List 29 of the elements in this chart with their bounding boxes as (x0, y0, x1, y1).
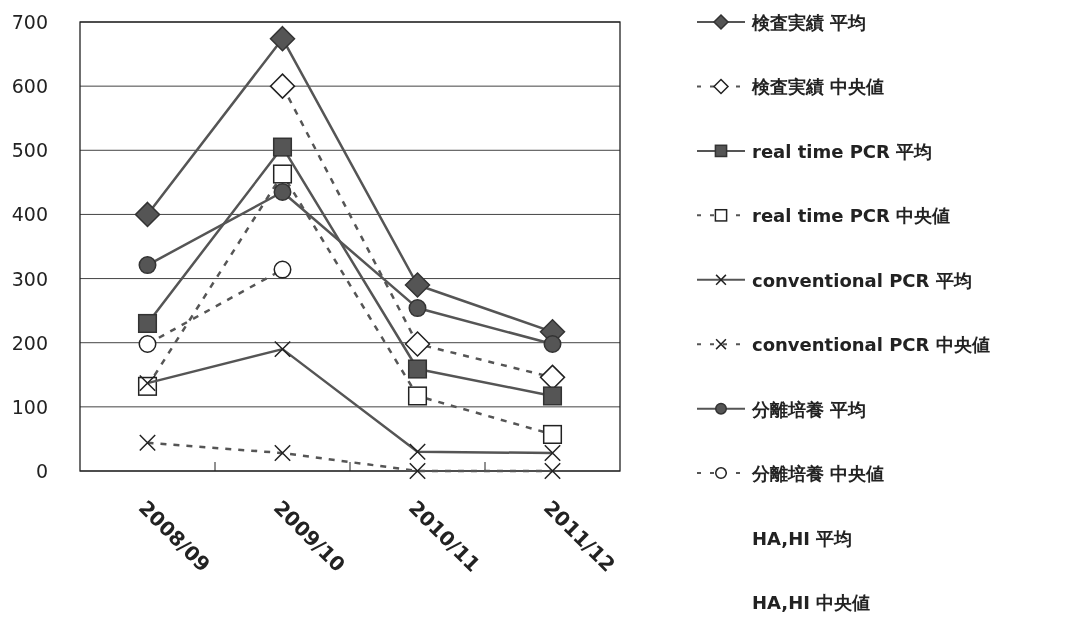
legend-label: conventional PCR 平均 (752, 269, 972, 291)
y-tick-label: 600 (11, 75, 48, 98)
point (407, 359, 428, 379)
legend-label: real time PCR 中央値 (752, 205, 951, 227)
legend-label: 検査実績 中央値 (751, 76, 885, 98)
legend-label: 分離培養 中央値 (751, 463, 885, 485)
y-tick-label: 700 (11, 11, 48, 33)
point (542, 386, 563, 406)
y-tick-label: 200 (11, 331, 48, 354)
point (404, 272, 431, 298)
legend-label: conventional PCR 中央値 (752, 334, 990, 356)
text: HA,HI 中央値 (752, 592, 871, 613)
y-tick-label: 0 (35, 460, 48, 482)
point (273, 182, 292, 201)
legend-label: real time PCR 平均 (752, 140, 933, 162)
legend-label: 分離培養 平均 (751, 398, 867, 420)
text: HA,HI 平均 (752, 527, 853, 549)
point (137, 313, 158, 334)
point (272, 137, 293, 157)
y-tick-label: 300 (11, 267, 48, 290)
point (408, 299, 427, 318)
y-tick-label: 500 (11, 139, 48, 162)
legend-label: 検査実績 平均 (751, 12, 867, 33)
point (543, 335, 562, 353)
y-tick-label: 400 (11, 203, 48, 226)
point (138, 256, 157, 275)
point (134, 201, 161, 228)
y-tick-label: 100 (11, 395, 48, 418)
point (269, 25, 296, 52)
